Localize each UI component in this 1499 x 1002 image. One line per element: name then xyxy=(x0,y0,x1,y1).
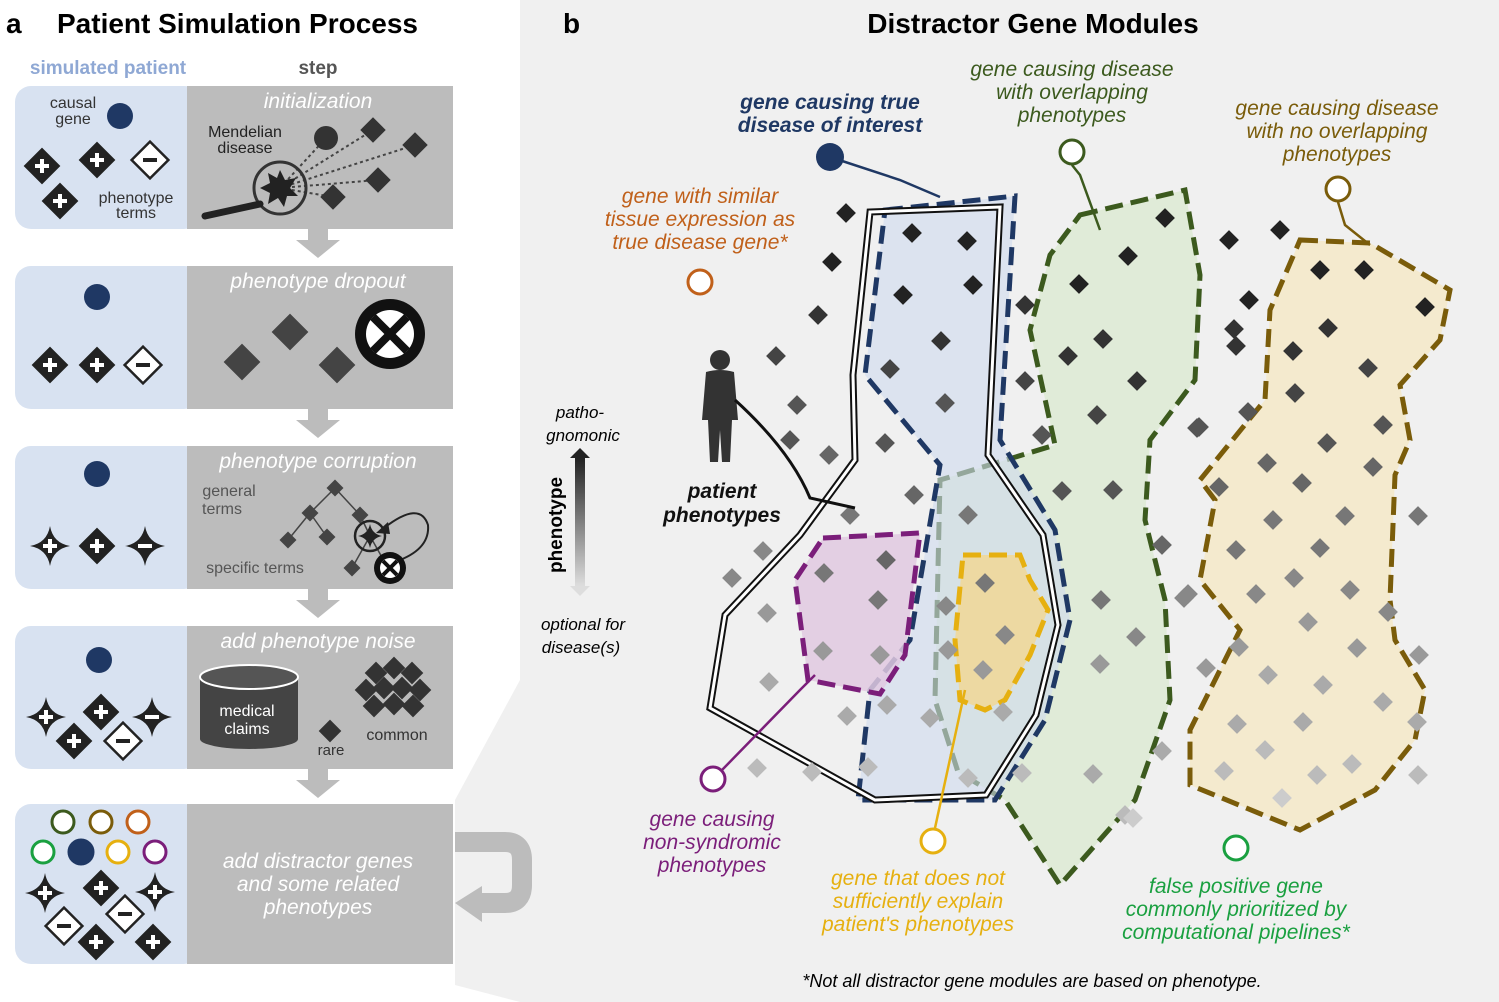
flow-arrows xyxy=(296,229,340,798)
no-overlap-gene-dot xyxy=(1324,175,1352,203)
mendelian-label-1: Mendelian xyxy=(208,124,282,141)
corruption-x-icon xyxy=(374,552,406,584)
no-overlap-label-3: phenotypes xyxy=(1282,143,1392,166)
axis-top-label-2: gnomonic xyxy=(546,426,620,445)
no-overlap-label-2: with no overlapping xyxy=(1247,120,1428,143)
no-overlap-module-region xyxy=(1187,237,1453,833)
overlap-label-2: with overlapping xyxy=(996,81,1148,104)
false-positive-label-3: computational pipelines* xyxy=(1122,921,1350,944)
false-positive-gene-dot xyxy=(1222,834,1250,862)
causal-gene-dot xyxy=(84,284,110,310)
disease-burst-icon xyxy=(260,170,298,207)
overlap-label-1: gene causing disease xyxy=(970,58,1173,81)
loop-arrow xyxy=(455,832,532,913)
general-terms-label-2: terms xyxy=(202,501,242,518)
patient-label-1: patient xyxy=(687,480,758,503)
false-positive-label-2: commonly prioritized by xyxy=(1126,898,1348,921)
medical-claims-label-1: medical xyxy=(219,703,274,720)
panel-a-title: Patient Simulation Process xyxy=(57,8,418,39)
medical-claims-database-icon xyxy=(199,664,299,749)
general-terms-label-1: general xyxy=(202,483,255,500)
axis-label: phenotype xyxy=(546,477,567,573)
tissue-gene-dot xyxy=(686,268,714,296)
common-label: common xyxy=(366,727,427,744)
mendelian-label-2: disease xyxy=(217,140,272,157)
insufficient-label-1: gene that does not xyxy=(831,867,1006,890)
tissue-label-3: true disease gene* xyxy=(612,231,788,254)
axis-top-label-1: patho- xyxy=(555,403,605,422)
column-step: step xyxy=(298,58,337,79)
no-overlap-label-1: gene causing disease xyxy=(1235,97,1438,120)
non-syndromic-label-3: phenotypes xyxy=(657,854,767,877)
step-title-noise: add phenotype noise xyxy=(221,630,416,653)
phenotype-axis-bar xyxy=(575,458,585,586)
medical-claims-label-2: claims xyxy=(224,721,269,738)
causal-gene-label-1: causal xyxy=(50,95,96,112)
non-syndromic-gene-dot xyxy=(699,765,727,793)
step-phenotype-corruption xyxy=(15,446,453,589)
phenotype-terms-label-1: phenotype xyxy=(99,190,174,207)
axis-bottom-label-2: disease(s) xyxy=(542,638,620,657)
overlap-gene-dot xyxy=(1058,138,1086,166)
magnifier-icon xyxy=(252,160,308,216)
tissue-label-2: tissue expression as xyxy=(605,208,796,231)
axis-bottom-label-1: optional for xyxy=(541,615,626,634)
causal-gene-dot xyxy=(86,647,112,673)
panel-b-title: Distractor Gene Modules xyxy=(867,8,1198,39)
specific-terms-label: specific terms xyxy=(206,560,304,577)
causal-gene-label-2: gene xyxy=(55,111,91,128)
step-title-initialization: initialization xyxy=(264,90,373,113)
gene-dot xyxy=(314,126,338,150)
step-title-distractor-2: and some related xyxy=(237,873,401,896)
true-gene-label-2: disease of interest xyxy=(738,114,923,137)
step-title-corruption: phenotype corruption xyxy=(218,450,416,473)
panel-a-letter: a xyxy=(6,8,22,39)
non-syndromic-label-2: non-syndromic xyxy=(643,831,781,854)
insufficient-label-2: sufficiently explain xyxy=(833,890,1003,913)
insufficient-gene-dot xyxy=(919,827,947,855)
step-title-distractor-3: phenotypes xyxy=(263,896,373,919)
true-gene-label-1: gene causing true xyxy=(739,91,920,114)
step-title-dropout: phenotype dropout xyxy=(229,270,406,293)
step-title-distractor-1: add distractor genes xyxy=(223,850,414,873)
dropout-x-icon xyxy=(355,299,425,369)
phenotype-terms-label-2: terms xyxy=(116,205,156,222)
distractor-gene-dots xyxy=(30,809,168,866)
tissue-label-1: gene with similar xyxy=(622,185,779,208)
patient-silhouette-icon xyxy=(702,350,738,462)
rare-label: rare xyxy=(318,742,345,759)
causal-gene-dot xyxy=(107,103,133,129)
overlap-label-3: phenotypes xyxy=(1017,104,1127,127)
causal-gene-dot xyxy=(84,461,110,487)
footnote: *Not all distractor gene modules are bas… xyxy=(802,971,1261,991)
false-positive-label-1: false positive gene xyxy=(1149,875,1323,898)
non-syndromic-label-1: gene causing xyxy=(650,808,775,831)
panel-b-letter: b xyxy=(563,8,580,39)
true-gene-dot xyxy=(816,143,844,171)
patient-label-2: phenotypes xyxy=(662,504,781,527)
column-simulated-patient: simulated patient xyxy=(30,58,187,79)
insufficient-label-3: patient's phenotypes xyxy=(821,913,1014,936)
